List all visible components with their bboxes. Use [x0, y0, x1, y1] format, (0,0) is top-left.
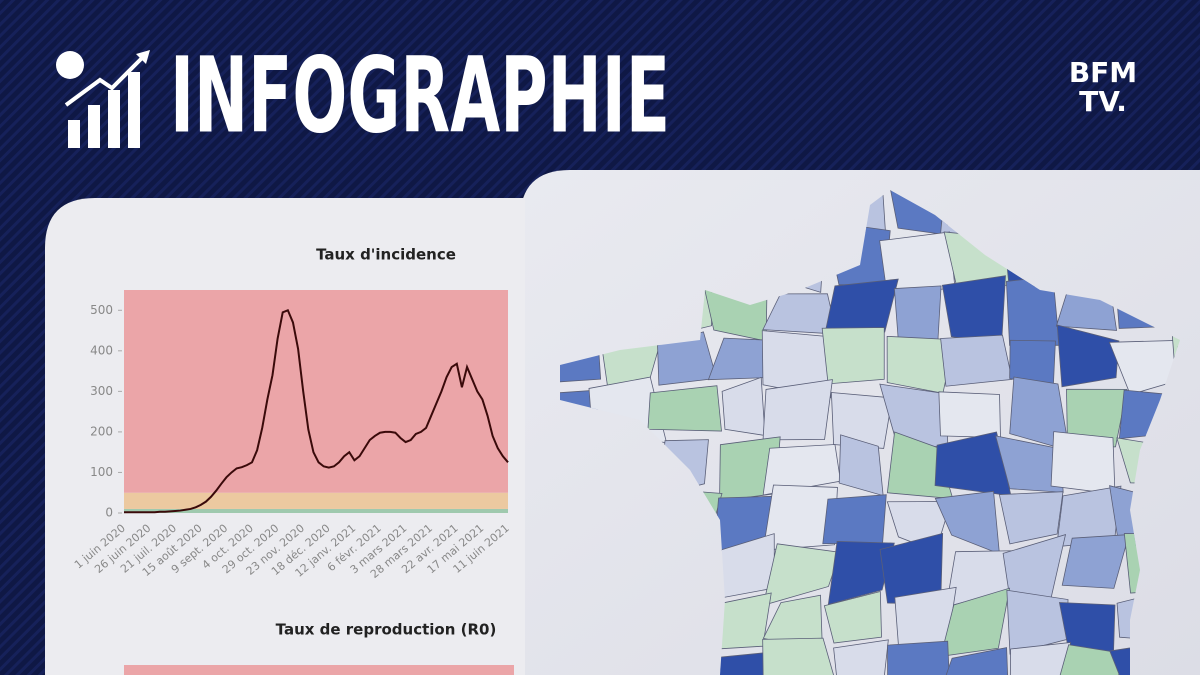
map-region [938, 391, 1001, 438]
line-series [124, 308, 509, 514]
y-tick-label: 400 [90, 343, 113, 357]
map-region [833, 639, 889, 675]
map-region [1050, 644, 1124, 675]
header-title: INFOGRAPHIE [170, 34, 670, 156]
logo-line: BFM [1069, 56, 1137, 89]
map-region [1056, 324, 1120, 388]
y-tick-label: 0 [105, 506, 113, 520]
map-region [821, 327, 885, 385]
y-tick-label: 100 [90, 465, 113, 479]
y-tick-label: 300 [90, 384, 113, 398]
map-region [941, 275, 1006, 344]
map-region [1066, 388, 1128, 448]
infographic-icon [56, 50, 150, 148]
map-region [647, 385, 722, 432]
map-region [940, 334, 1013, 387]
map-region [893, 285, 942, 342]
map-region [827, 540, 895, 605]
map-region [762, 637, 839, 675]
map-region [830, 392, 893, 449]
map-region [761, 330, 832, 399]
y-tick-label: 500 [90, 303, 113, 317]
map-region [712, 651, 774, 675]
map-region [762, 484, 838, 551]
map-region [1050, 431, 1116, 495]
map-region [887, 640, 952, 675]
map-region [940, 587, 1011, 657]
logo-line: TV. [1079, 85, 1127, 118]
threshold-band [124, 492, 508, 509]
plot-band [124, 665, 514, 675]
map-region [762, 379, 833, 441]
map-region [1009, 641, 1072, 675]
map-region [762, 543, 841, 606]
threshold-band [124, 290, 508, 493]
chart-title: Taux de reproduction (R0) [276, 621, 497, 639]
map-region [822, 494, 887, 545]
map-region [823, 590, 882, 644]
map-region [1108, 340, 1180, 396]
chart-title: Taux d'incidence [316, 246, 456, 264]
threshold-band [124, 508, 508, 513]
map-region [1061, 534, 1130, 589]
plot [124, 308, 509, 514]
map-region [998, 491, 1064, 545]
y-tick-label: 200 [90, 424, 113, 438]
map-region [934, 647, 1010, 675]
